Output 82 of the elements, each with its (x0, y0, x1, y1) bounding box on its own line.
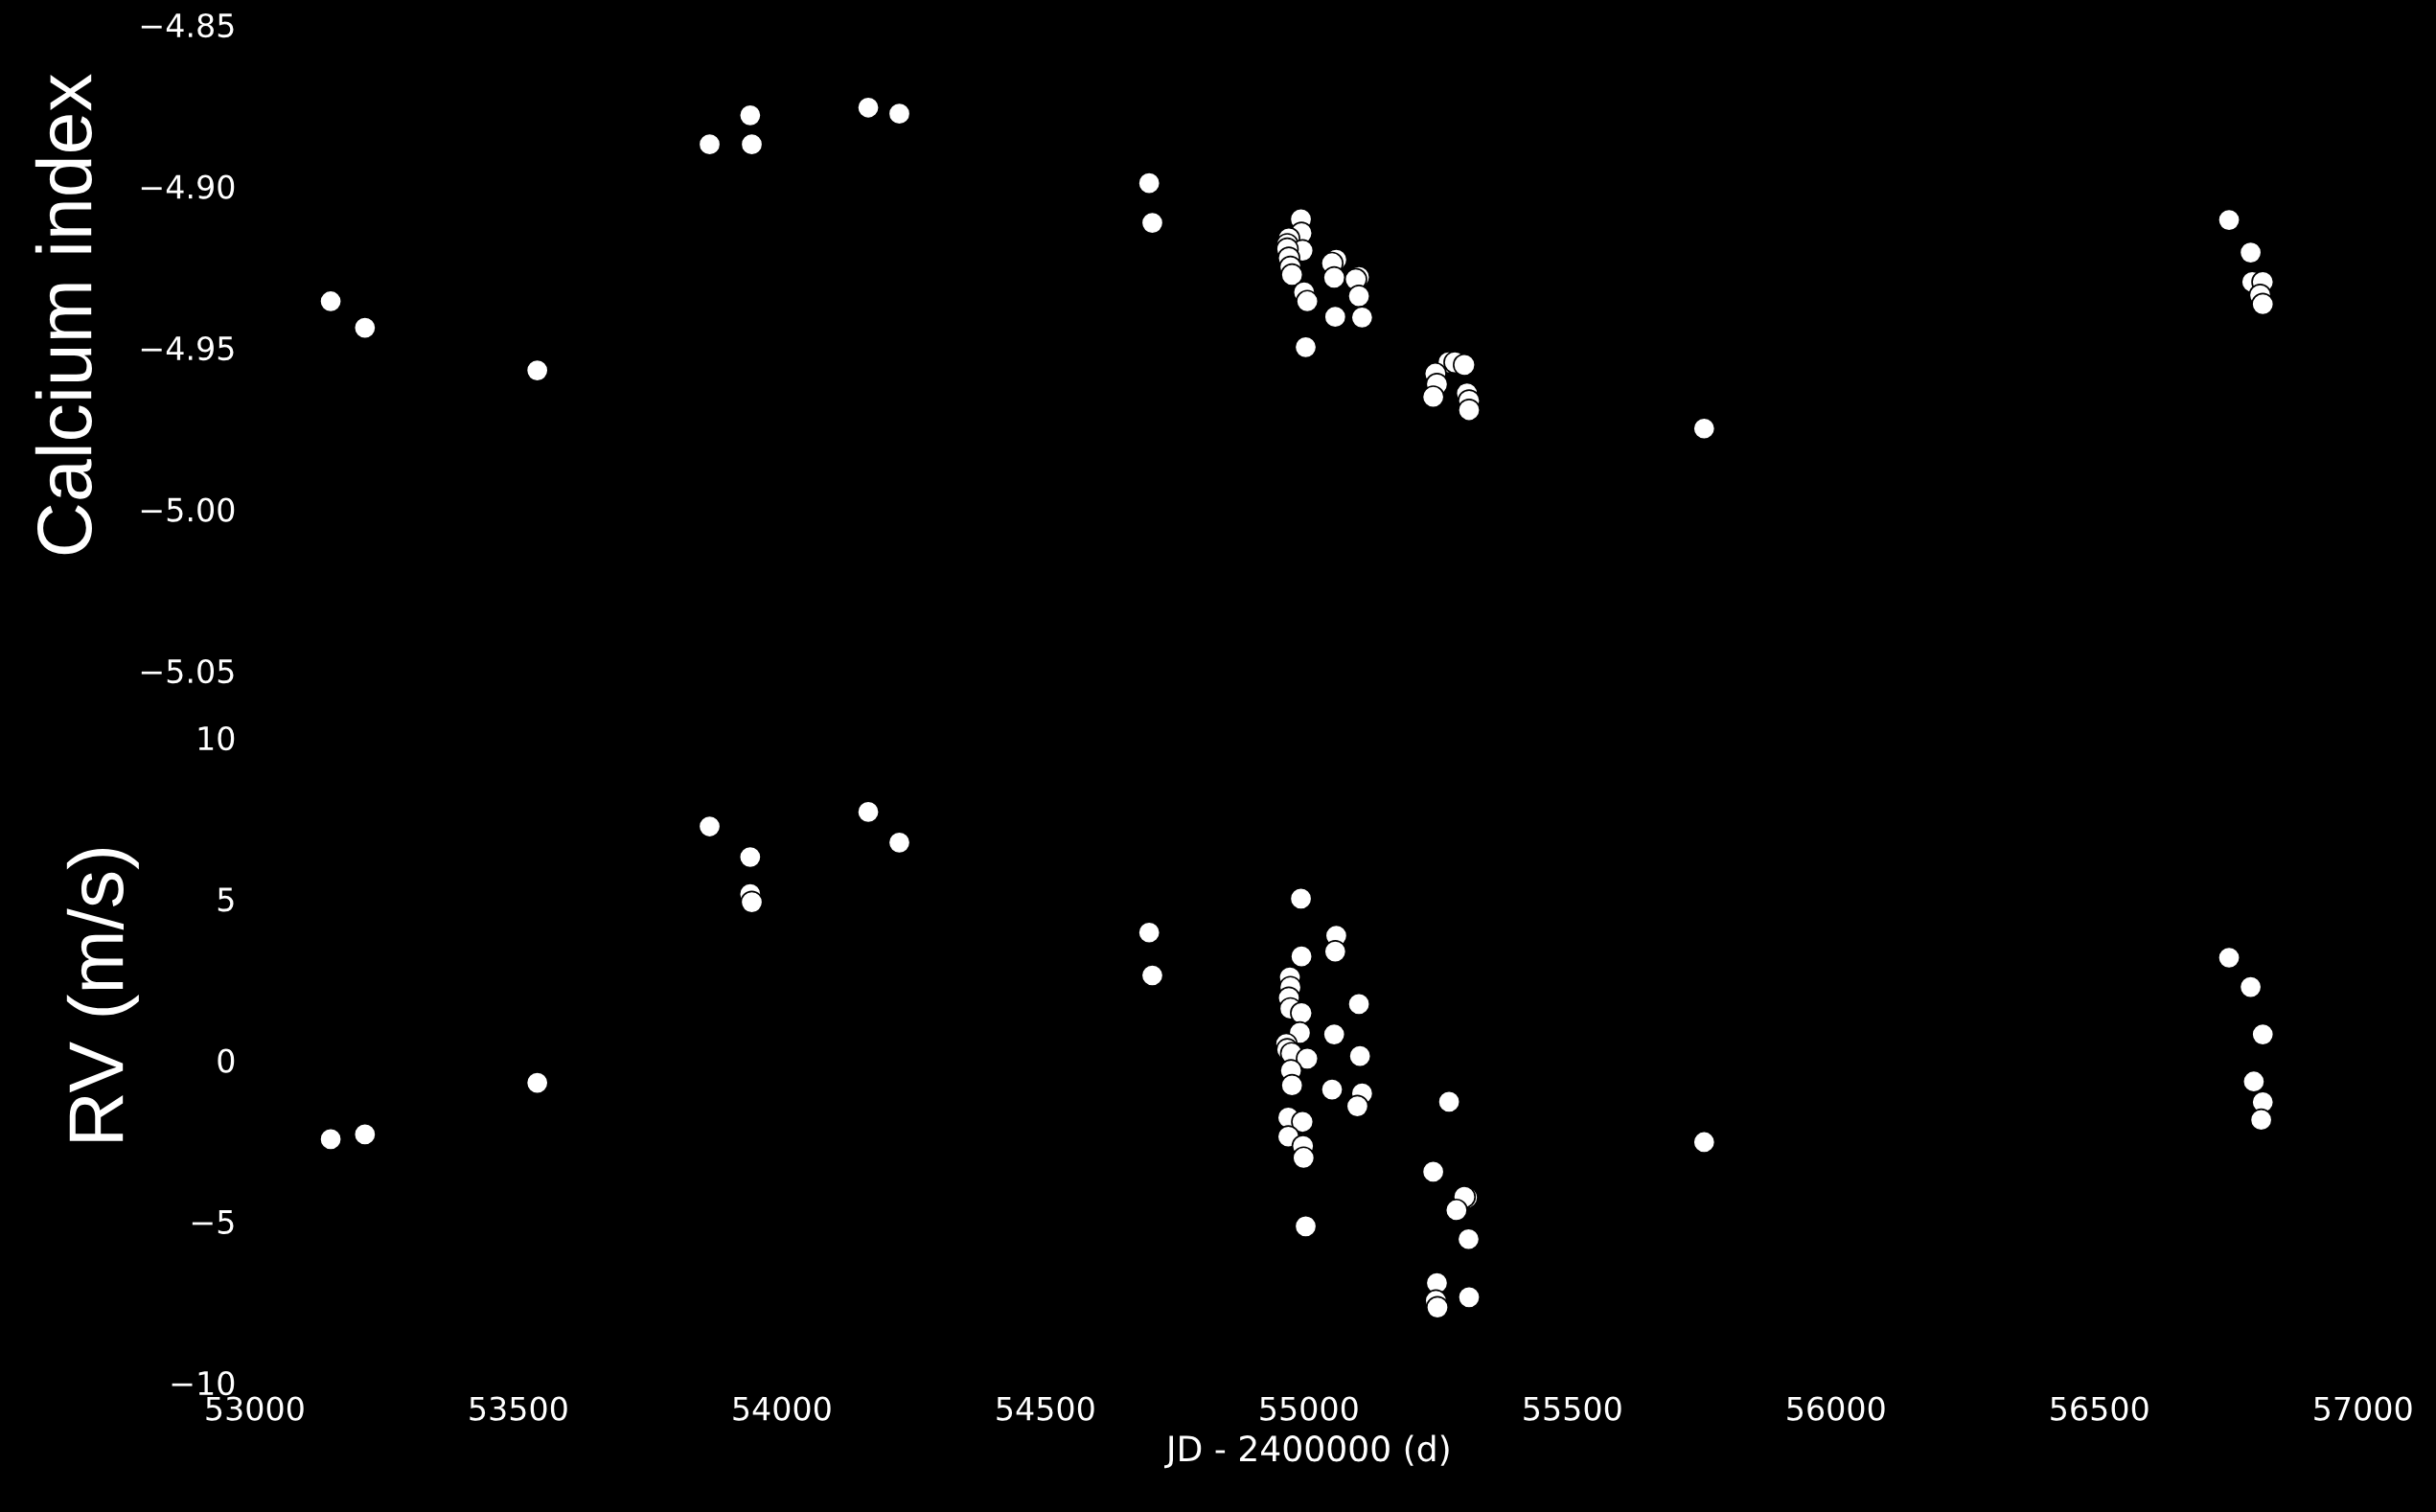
y-tick-label: −5 (192, 1210, 234, 1234)
point (1347, 285, 1371, 309)
y-tick-label: −5.05 (141, 658, 234, 684)
point (1345, 1094, 1369, 1118)
y-tick-label: −4.85 (141, 12, 234, 38)
y-tick-label: 10 (198, 725, 235, 751)
y-tick-label: 0 (218, 1048, 235, 1073)
point (2239, 975, 2263, 999)
point (1292, 1146, 1316, 1170)
point (319, 1127, 343, 1151)
y-tick-label: 5 (218, 887, 234, 912)
y-axis-title: Calcium index (34, 74, 92, 555)
point (1323, 940, 1347, 964)
point (1457, 1285, 1482, 1309)
point (738, 103, 762, 127)
y-axis-title: RV (m/s) (66, 849, 139, 1141)
x-tick-label: 57000 (2314, 1396, 2412, 1421)
x-tick-label: 55000 (1260, 1396, 1358, 1421)
point (1453, 353, 1477, 377)
x-tick-label: 53500 (470, 1396, 567, 1421)
point (1347, 992, 1371, 1016)
point (2218, 208, 2241, 232)
point (1296, 289, 1320, 313)
point (1421, 1159, 1445, 1183)
point (1692, 417, 1716, 441)
point (1138, 921, 1161, 945)
point (525, 358, 549, 382)
point (1437, 1089, 1461, 1113)
point (2251, 292, 2275, 316)
point (1348, 1044, 1372, 1068)
y-tick-label: −10 (172, 1370, 235, 1396)
point (1140, 963, 1164, 988)
point (1425, 1295, 1450, 1319)
point (1692, 1130, 1716, 1155)
y-tick-label: −4.90 (141, 174, 235, 199)
point (857, 96, 881, 120)
x-tick-label: 55500 (1524, 1396, 1621, 1421)
point (887, 831, 911, 855)
x-tick-label: 54000 (733, 1396, 831, 1421)
point (698, 132, 722, 156)
point (1290, 945, 1314, 969)
point (353, 316, 377, 340)
point (1322, 1022, 1346, 1046)
point (1290, 1001, 1314, 1025)
point (1457, 399, 1482, 423)
x-axis-title: JD - 2400000 (d) (1164, 1434, 1449, 1469)
y-tick-label: −4.95 (141, 335, 234, 361)
point (2249, 1108, 2273, 1132)
point (1280, 263, 1304, 286)
point (1323, 305, 1347, 329)
point (698, 814, 722, 838)
point (1350, 306, 1374, 330)
point (1457, 1227, 1481, 1251)
x-tick-label: 54500 (997, 1396, 1094, 1421)
x-tick-label: 56000 (1787, 1396, 1885, 1421)
point (2251, 1022, 2275, 1046)
point (738, 845, 762, 869)
point (1280, 1073, 1304, 1097)
point (525, 1071, 549, 1095)
point (1444, 1198, 1468, 1223)
point (1322, 265, 1346, 289)
point (319, 289, 343, 313)
point (353, 1122, 377, 1146)
point (857, 800, 881, 824)
point (1291, 1110, 1315, 1134)
point (1296, 1046, 1320, 1070)
point (1421, 385, 1445, 409)
point (2241, 1069, 2265, 1093)
x-tick-label: 56500 (2051, 1396, 2149, 1421)
y-tick-label: −5.00 (141, 497, 235, 522)
point (740, 132, 764, 156)
point (1294, 1214, 1318, 1238)
point (1140, 211, 1164, 235)
point (2239, 241, 2263, 264)
x-tick-label: 53000 (206, 1396, 304, 1421)
point (1138, 172, 1161, 195)
point (1289, 886, 1313, 910)
point (1320, 1078, 1344, 1102)
point (1294, 335, 1318, 359)
point (887, 102, 911, 126)
point (2218, 946, 2241, 970)
point (740, 890, 764, 914)
